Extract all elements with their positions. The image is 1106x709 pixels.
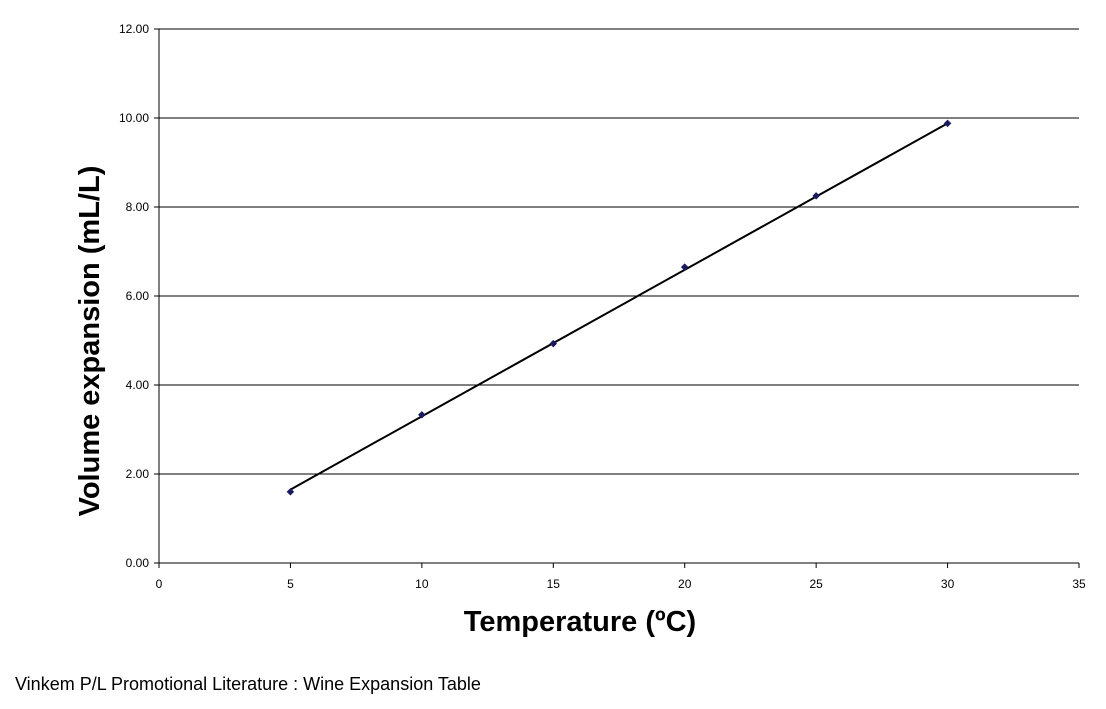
y-tick-label-1: 2.00 (126, 467, 150, 481)
source-note: Vinkem P/L Promotional Literature : Wine… (15, 674, 481, 694)
x-tick-label-4: 20 (678, 577, 692, 591)
y-tick-label-6: 12.00 (119, 22, 149, 36)
y-tick-label-2: 4.00 (126, 378, 150, 392)
y-axis-title: Volume expansion (mL/L) (74, 166, 106, 517)
x-tick-label-7: 35 (1072, 577, 1086, 591)
data-point-0-3 (680, 263, 689, 271)
x-tick-label-3: 15 (547, 577, 561, 591)
x-tick-label-1: 5 (287, 577, 294, 591)
x-tick-label-0: 0 (156, 577, 163, 591)
y-tick-label-0: 0.00 (126, 556, 150, 570)
y-tick-label-3: 6.00 (126, 289, 150, 303)
x-axis-title: Temperature (ºC) (464, 606, 696, 638)
tick-labels: 0.00 2.00 4.00 6.00 8.00 10.00 12.00 0 5 10 15 20 25… (119, 22, 1086, 591)
data-point-0-1 (418, 410, 426, 419)
trendline (289, 122, 949, 491)
trendline-layer (289, 122, 949, 491)
gridlines (159, 28, 1079, 475)
x-tick-label-6: 30 (941, 577, 955, 591)
data-point-0-5 (943, 119, 952, 128)
x-tick-label-5: 25 (809, 577, 823, 591)
data-points (286, 119, 952, 496)
y-tick-label-4: 8.00 (126, 200, 150, 214)
data-point-0-2 (549, 339, 558, 348)
data-point-0-0 (286, 487, 295, 496)
y-tick-label-5: 10.00 (119, 111, 149, 125)
x-tick-label-2: 10 (415, 577, 429, 591)
axes (154, 28, 1080, 568)
data-point-0-4 (812, 192, 820, 200)
